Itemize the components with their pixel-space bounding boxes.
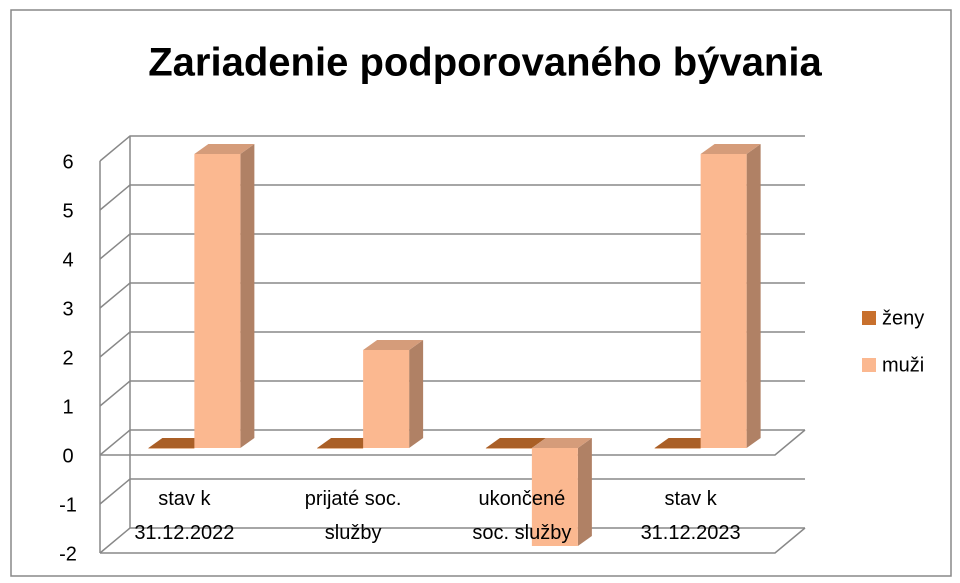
bar-front: [531, 448, 578, 546]
bar-top: [531, 438, 592, 448]
bar: [148, 438, 209, 449]
legend-swatch: [862, 311, 876, 325]
y-tick-label: 2: [62, 347, 73, 369]
bar-top: [363, 340, 424, 350]
bar-side: [240, 144, 255, 448]
bar-front: [654, 448, 701, 449]
bar-front: [148, 448, 195, 449]
x-tick-label: stav k 31.12.2022: [134, 488, 235, 544]
grid-line: [99, 184, 805, 211]
bar-side: [577, 438, 592, 546]
x-tick-label: prijaté soc. služby: [304, 488, 402, 544]
bar-side: [409, 340, 424, 448]
bar-top: [700, 144, 761, 154]
bar: [700, 144, 761, 448]
chart-border: [10, 9, 952, 577]
y-tick-label: 5: [62, 200, 73, 222]
grid-line: [99, 380, 805, 407]
bar-front: [194, 154, 241, 448]
y-tick-label: 6: [62, 151, 73, 173]
bar-top: [654, 438, 715, 448]
legend-label: ženy: [882, 307, 924, 329]
bar-top: [485, 438, 546, 448]
bar: [485, 438, 546, 449]
y-tick-label: 0: [62, 445, 73, 467]
bar-top: [194, 144, 255, 154]
grid-line: [99, 331, 805, 358]
bar-front: [363, 350, 410, 448]
bar-front: [317, 448, 364, 449]
bar-front: [485, 448, 532, 449]
x-tick-label: ukončené soc. služby: [472, 488, 572, 544]
bar: [363, 340, 424, 448]
bar-top: [148, 438, 209, 448]
bar: [531, 438, 592, 546]
grid-line: [99, 282, 805, 309]
bar: [194, 144, 255, 448]
base-line: [100, 527, 806, 554]
x-tick-label: stav k 31.12.2023: [640, 488, 741, 544]
grid-line: [99, 429, 805, 456]
y-tick-label: 4: [62, 249, 73, 271]
chart-title: Zariadenie podporovaného bývania: [148, 41, 822, 85]
y-tick-label: 1: [62, 396, 73, 418]
y-tick-label: -2: [59, 543, 77, 565]
legend-swatch: [862, 358, 876, 372]
y-tick-label: -1: [59, 494, 77, 516]
legend-label: muži: [882, 354, 924, 376]
grid-line: [99, 233, 805, 260]
bar: [654, 438, 715, 449]
bar-top: [317, 438, 378, 448]
bar: [317, 438, 378, 449]
y-tick-label: 3: [62, 298, 73, 320]
bar-front: [700, 154, 747, 448]
floor-line: [100, 429, 806, 456]
grid-line: [99, 135, 805, 162]
bar-side: [746, 144, 761, 448]
